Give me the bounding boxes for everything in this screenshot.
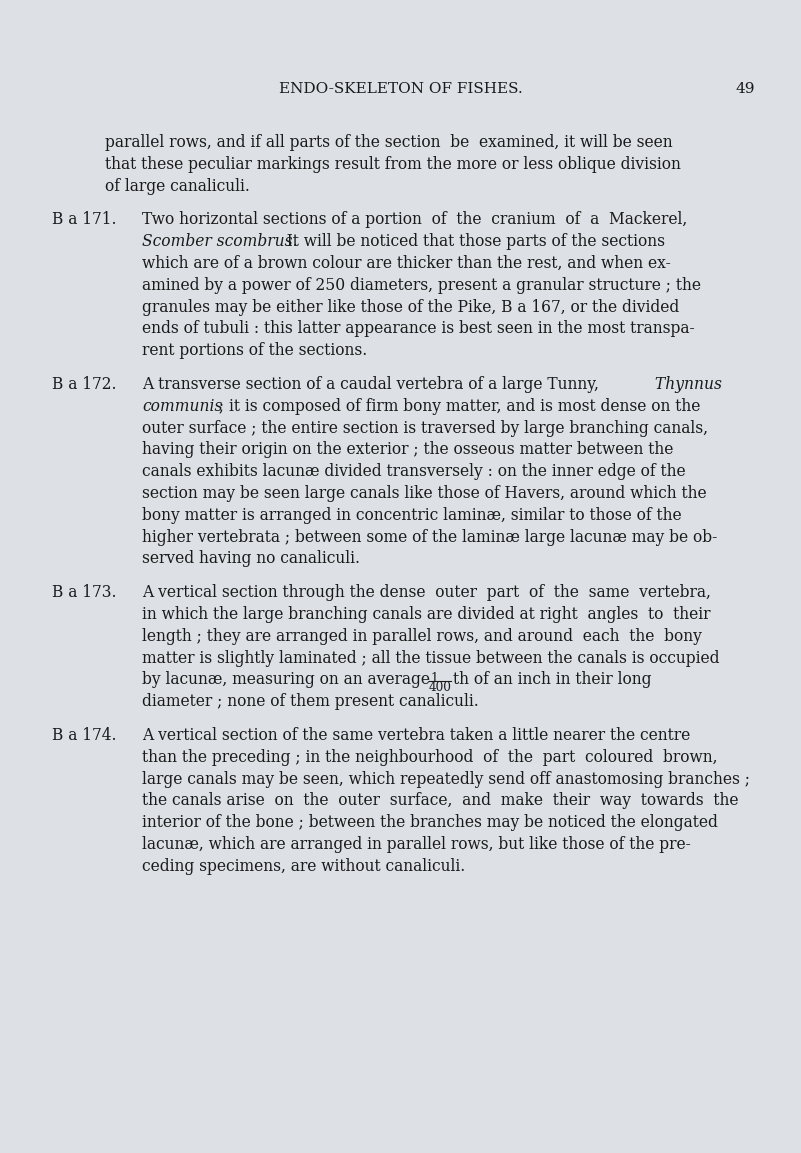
Text: Scomber scombrus.: Scomber scombrus. xyxy=(142,233,297,250)
Text: amined by a power of 250 diameters, present a granular structure ; the: amined by a power of 250 diameters, pres… xyxy=(142,277,701,294)
Text: Two horizontal sections of a portion  of  the  cranium  of  a  Mackerel,: Two horizontal sections of a portion of … xyxy=(142,211,687,228)
Text: B a 173.: B a 173. xyxy=(52,585,116,601)
Text: in which the large branching canals are divided at right  angles  to  their: in which the large branching canals are … xyxy=(142,606,710,623)
Text: B a 171.: B a 171. xyxy=(52,211,116,228)
Text: granules may be either like those of the Pike, B a 167, or the divided: granules may be either like those of the… xyxy=(142,299,679,316)
Text: A vertical section through the dense  outer  part  of  the  same  vertebra,: A vertical section through the dense out… xyxy=(142,585,710,601)
Text: communis: communis xyxy=(142,398,223,415)
Text: large canals may be seen, which repeatedly send off anastomosing branches ;: large canals may be seen, which repeated… xyxy=(142,770,750,787)
Text: by lacunæ, measuring on an average: by lacunæ, measuring on an average xyxy=(142,671,430,688)
Text: outer surface ; the entire section is traversed by large branching canals,: outer surface ; the entire section is tr… xyxy=(142,420,708,437)
Text: interior of the bone ; between the branches may be noticed the elongated: interior of the bone ; between the branc… xyxy=(142,814,718,831)
Text: ENDO-SKELETON OF FISHES.: ENDO-SKELETON OF FISHES. xyxy=(279,82,522,96)
Text: B a 174.: B a 174. xyxy=(52,726,116,744)
Text: of large canaliculi.: of large canaliculi. xyxy=(105,178,250,195)
Text: that these peculiar markings result from the more or less oblique division: that these peculiar markings result from… xyxy=(105,156,681,173)
Text: rent portions of the sections.: rent portions of the sections. xyxy=(142,342,367,360)
Text: diameter ; none of them present canaliculi.: diameter ; none of them present canalicu… xyxy=(142,693,479,710)
Text: higher vertebrata ; between some of the laminæ large lacunæ may be ob-: higher vertebrata ; between some of the … xyxy=(142,528,717,545)
Text: A vertical section of the same vertebra taken a little nearer the centre: A vertical section of the same vertebra … xyxy=(142,726,690,744)
Text: Thynnus: Thynnus xyxy=(650,376,722,393)
Text: th of an inch in their long: th of an inch in their long xyxy=(453,671,651,688)
Text: bony matter is arranged in concentric laminæ, similar to those of the: bony matter is arranged in concentric la… xyxy=(142,507,682,523)
Text: having their origin on the exterior ; the osseous matter between the: having their origin on the exterior ; th… xyxy=(142,442,674,459)
Text: 400: 400 xyxy=(429,681,452,694)
Text: A transverse section of a caudal vertebra of a large Tunny,: A transverse section of a caudal vertebr… xyxy=(142,376,599,393)
Text: section may be seen large canals like those of Havers, around which the: section may be seen large canals like th… xyxy=(142,485,706,502)
Text: matter is slightly laminated ; all the tissue between the canals is occupied: matter is slightly laminated ; all the t… xyxy=(142,649,719,666)
Text: the canals arise  on  the  outer  surface,  and  make  their  way  towards  the: the canals arise on the outer surface, a… xyxy=(142,792,739,809)
Text: B a 172.: B a 172. xyxy=(52,376,116,393)
Text: ceding specimens, are without canaliculi.: ceding specimens, are without canaliculi… xyxy=(142,858,465,875)
Text: served having no canaliculi.: served having no canaliculi. xyxy=(142,550,360,567)
Text: canals exhibits lacunæ divided transversely : on the inner edge of the: canals exhibits lacunæ divided transvers… xyxy=(142,464,686,480)
Text: which are of a brown colour are thicker than the rest, and when ex-: which are of a brown colour are thicker … xyxy=(142,255,670,272)
Text: length ; they are arranged in parallel rows, and around  each  the  bony: length ; they are arranged in parallel r… xyxy=(142,627,702,645)
Text: lacunæ, which are arranged in parallel rows, but like those of the pre-: lacunæ, which are arranged in parallel r… xyxy=(142,836,690,853)
Text: parallel rows, and if all parts of the section  be  examined, it will be seen: parallel rows, and if all parts of the s… xyxy=(105,134,673,151)
Text: It will be noticed that those parts of the sections: It will be noticed that those parts of t… xyxy=(277,233,665,250)
Text: than the preceding ; in the neighbourhood  of  the  part  coloured  brown,: than the preceding ; in the neighbourhoo… xyxy=(142,748,718,766)
Text: 1: 1 xyxy=(430,672,438,685)
Text: 49: 49 xyxy=(735,82,755,96)
Text: ; it is composed of firm bony matter, and is most dense on the: ; it is composed of firm bony matter, an… xyxy=(214,398,700,415)
Text: ends of tubuli : this latter appearance is best seen in the most transpa-: ends of tubuli : this latter appearance … xyxy=(142,321,694,338)
